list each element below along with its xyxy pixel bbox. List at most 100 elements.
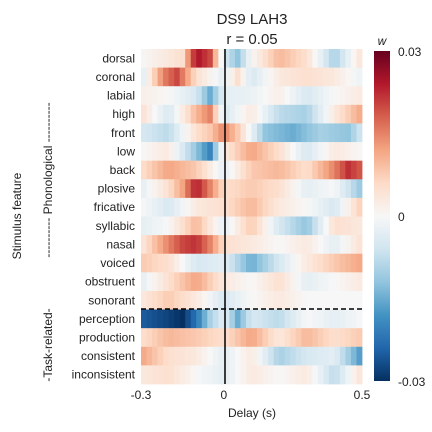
heatmap-cell	[229, 67, 236, 87]
heatmap-cell	[290, 309, 297, 329]
heatmap-cell	[295, 179, 302, 199]
heatmap-cell	[251, 86, 258, 106]
heatmap-cell	[339, 179, 346, 199]
heatmap-cell	[179, 197, 186, 217]
heatmap-cell	[185, 290, 192, 310]
heatmap-cell	[179, 365, 186, 385]
heatmap-cell	[190, 328, 197, 348]
heatmap-cell	[240, 253, 247, 273]
heatmap-cell	[306, 123, 313, 143]
heatmap-cell	[279, 365, 286, 385]
heatmap-cell	[234, 346, 241, 366]
heatmap-cell	[273, 67, 280, 87]
heatmap-cell	[312, 160, 319, 180]
heatmap-cell	[356, 197, 363, 217]
heatmap-cell	[146, 123, 153, 143]
heatmap-cell	[262, 290, 269, 310]
heatmap-cell	[317, 253, 324, 273]
heatmap-cell	[251, 216, 258, 236]
heatmap-cell	[295, 253, 302, 273]
heatmap-cell	[306, 104, 313, 124]
row-label-dorsal: dorsal	[102, 51, 135, 65]
heatmap-cell	[339, 309, 346, 329]
heatmap-cell	[201, 67, 208, 87]
heatmap-cell	[339, 216, 346, 236]
heatmap-cell	[339, 49, 346, 69]
heatmap-cell	[207, 142, 214, 162]
heatmap-cell	[196, 49, 203, 69]
heatmap-cell	[223, 272, 230, 292]
heatmap-cell	[251, 49, 258, 69]
heatmap-cell	[323, 160, 330, 180]
heatmap-cell	[328, 216, 335, 236]
heatmap-cell	[301, 365, 308, 385]
heatmap-cell	[163, 179, 170, 199]
heatmap-cell	[163, 86, 170, 106]
colorbar-tick-zero: 0	[398, 210, 405, 224]
heatmap-cell	[328, 290, 335, 310]
heatmap-cell	[323, 104, 330, 124]
row-label-obstruent: obstruent	[85, 275, 136, 289]
heatmap-cell	[229, 328, 236, 348]
heatmap-cell	[295, 67, 302, 87]
heatmap-cell	[268, 272, 274, 292]
heatmap-cell	[251, 104, 258, 124]
colorbar	[374, 51, 390, 381]
heatmap-cell	[273, 309, 280, 329]
heatmap-cell	[196, 123, 203, 143]
heatmap-cell	[223, 290, 230, 310]
heatmap-cell	[201, 328, 208, 348]
heatmap-cell	[279, 49, 286, 69]
heatmap-cell	[345, 290, 352, 310]
heatmap-cell	[201, 123, 208, 143]
heatmap-cell	[284, 346, 291, 366]
heatmap-cell	[190, 216, 197, 236]
heatmap-cell	[174, 272, 181, 292]
heatmap-cell	[152, 197, 158, 217]
heatmap-cell	[163, 328, 170, 348]
heatmap-cell	[174, 179, 181, 199]
heatmap-cell	[146, 309, 153, 329]
heatmap-cell	[339, 272, 346, 292]
heatmap-cell	[356, 235, 363, 255]
heatmap-cell	[218, 104, 225, 124]
heatmap-cell	[273, 123, 280, 143]
heatmap-cell	[146, 365, 153, 385]
heatmap-cell	[328, 272, 335, 292]
heatmap-cell	[229, 253, 236, 273]
heatmap-cell	[262, 346, 269, 366]
heatmap-cell	[212, 309, 219, 329]
heatmap-cell	[245, 272, 252, 292]
row-label-labial: labial	[107, 89, 135, 103]
heatmap-cell	[306, 67, 313, 87]
heatmap-cell	[234, 290, 241, 310]
heatmap-cell	[245, 123, 252, 143]
heatmap-cell	[245, 197, 252, 217]
heatmap-cell	[301, 253, 308, 273]
heatmap-cell	[201, 86, 208, 106]
heatmap-cell	[279, 328, 286, 348]
heatmap-cell	[262, 253, 269, 273]
heatmap-cell	[196, 142, 203, 162]
heatmap-cell	[185, 160, 192, 180]
heatmap-cell	[168, 272, 175, 292]
heatmap-cell	[339, 328, 346, 348]
heatmap-cell	[306, 197, 313, 217]
heatmap-cell	[306, 216, 313, 236]
heatmap-cell	[207, 160, 214, 180]
heatmap-cell	[196, 179, 203, 199]
heatmap-cell	[185, 142, 192, 162]
heatmap-cell	[284, 309, 291, 329]
heatmap-cell	[301, 179, 308, 199]
heatmap-cell	[179, 235, 186, 255]
heatmap-cell	[190, 253, 197, 273]
heatmap-cell	[163, 104, 170, 124]
heatmap-cell	[146, 197, 153, 217]
heatmap-cell	[350, 216, 357, 236]
heatmap-cell	[323, 365, 330, 385]
heatmap-cell	[212, 290, 219, 310]
heatmap-cell	[268, 197, 274, 217]
heatmap-cell	[323, 142, 330, 162]
heatmap-cell	[190, 309, 197, 329]
heatmap-cell	[356, 365, 363, 385]
